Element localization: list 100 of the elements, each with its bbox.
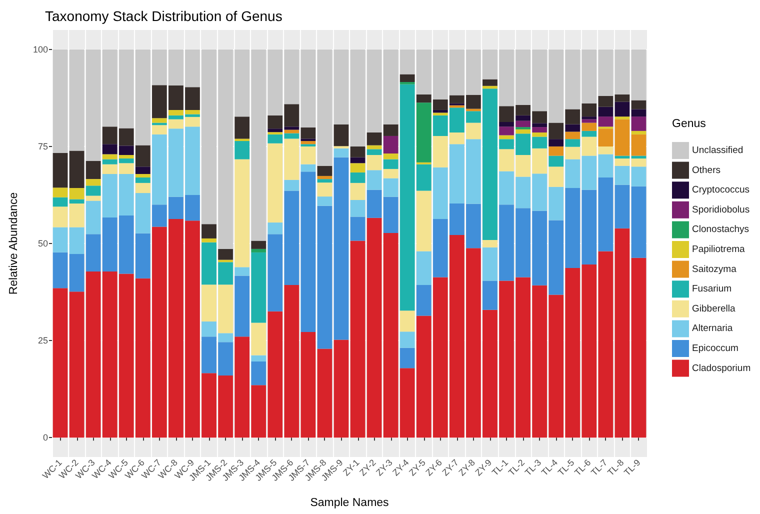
bar [218,248,233,260]
bar [631,258,646,438]
bar [317,206,332,349]
bar [334,49,349,124]
bar [334,124,349,146]
bar [234,267,250,276]
bar [234,116,250,139]
bar [383,124,398,136]
bar [614,228,630,438]
bar [234,141,250,160]
bar [366,170,382,190]
bar [350,182,366,200]
bar [383,178,398,197]
bar [614,94,630,102]
legend-label: Papiliotrema [692,244,746,255]
bar [300,138,316,142]
legend-label: Alternaria [692,323,734,334]
bar [52,153,68,188]
bar [69,292,84,438]
bar [565,132,580,140]
bar [614,102,630,117]
bar [317,196,332,206]
bar [69,199,84,204]
bar [135,174,150,178]
bar [86,160,101,180]
bar [52,197,68,207]
bar [400,74,415,82]
bar [69,150,84,188]
bar [350,216,366,241]
bar [234,276,250,337]
bar [482,247,498,281]
bar [251,322,266,356]
bar [400,310,415,332]
legend-label: Saitozyma [692,264,738,275]
bar [69,188,84,200]
bar [284,180,300,191]
bar [317,176,332,180]
legend-label: Others [692,164,721,176]
bar [350,200,366,217]
bar [52,206,68,228]
bar [482,280,498,310]
bar [582,116,597,120]
bar [383,196,398,234]
bar [482,86,498,89]
bar [614,184,630,228]
bar [416,102,432,162]
bar [52,49,68,154]
bar [350,163,366,172]
bar [631,109,646,117]
bar [251,355,266,362]
bar [482,79,498,86]
bar [631,49,646,100]
bar [69,204,84,228]
bar [631,130,646,134]
bar [400,348,415,368]
bar [135,182,150,194]
legend-label: Clonostachys [692,224,750,236]
legend-label: Cladosporium [692,362,751,374]
bar [614,156,630,158]
bar [86,186,101,196]
bar [202,238,216,242]
bar [432,110,448,113]
bar [614,49,630,94]
bar [152,118,167,123]
bar [383,136,398,154]
bar [614,119,630,156]
bar [284,130,300,134]
bar [300,164,316,172]
x-axis-title: Sample Names [310,497,390,509]
bar [614,166,630,185]
bar [317,348,332,438]
bar [350,157,366,164]
bar [548,139,564,146]
legend-label: Fusarium [692,284,732,295]
bar [251,240,266,249]
y-tick-label: 100 [32,44,48,54]
bar [350,49,366,146]
bar [366,49,382,132]
legend-label: Unclassified [692,145,744,156]
bar [234,138,250,142]
bar [631,134,646,156]
bar [631,100,646,110]
bar [251,248,266,252]
bar [69,49,84,151]
bar [631,186,646,258]
x-tick-label: TL-6 [572,457,593,478]
bar [251,252,266,323]
bar [614,116,630,120]
bar [366,149,382,155]
bar [432,112,448,116]
bar [532,123,548,128]
bar [400,332,415,348]
bar [234,159,250,268]
y-tick-label: 50 [38,238,48,248]
bar [614,158,630,166]
bar [383,153,398,160]
bar [631,156,646,158]
bar [334,157,349,340]
bar [52,188,68,198]
bar [334,340,349,438]
